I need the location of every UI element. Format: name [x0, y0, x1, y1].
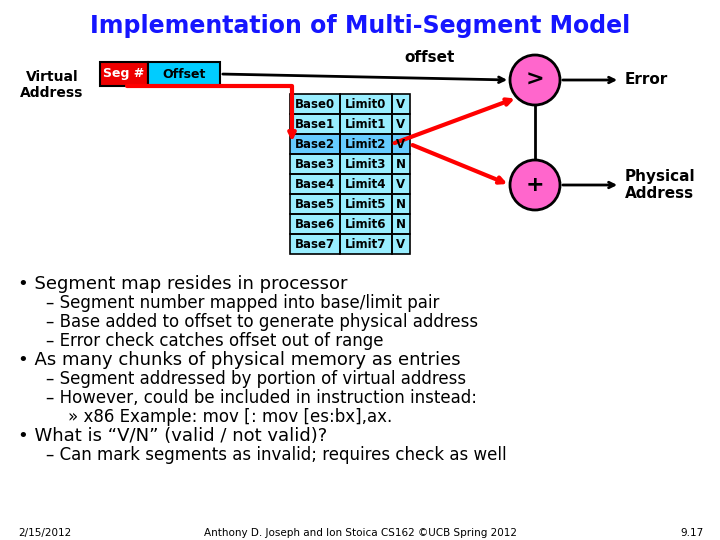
Circle shape [510, 160, 560, 210]
Text: » x86 Example: mov [: » x86 Example: mov [ [68, 408, 251, 426]
Text: Limit2: Limit2 [346, 138, 387, 151]
Text: Offset: Offset [162, 68, 206, 80]
Text: – Base added to offset to generate physical address: – Base added to offset to generate physi… [46, 313, 478, 331]
FancyBboxPatch shape [100, 62, 148, 86]
Text: Base6: Base6 [295, 218, 335, 231]
Text: V: V [397, 178, 405, 191]
Text: – Error check catches offset out of range: – Error check catches offset out of rang… [46, 332, 384, 350]
Text: N: N [396, 158, 406, 171]
Text: Implementation of Multi-Segment Model: Implementation of Multi-Segment Model [90, 14, 630, 38]
Circle shape [510, 55, 560, 105]
FancyBboxPatch shape [290, 194, 410, 214]
Text: V: V [397, 118, 405, 131]
FancyBboxPatch shape [290, 134, 410, 154]
Text: Base0: Base0 [295, 98, 335, 111]
Text: +: + [526, 175, 544, 195]
Text: Base3: Base3 [295, 158, 335, 171]
Text: Limit5: Limit5 [346, 198, 387, 211]
Text: Physical
Address: Physical Address [625, 169, 696, 201]
Text: offset: offset [405, 51, 455, 65]
FancyBboxPatch shape [290, 234, 410, 254]
FancyBboxPatch shape [290, 94, 410, 114]
Text: Virtual
Address: Virtual Address [20, 70, 84, 100]
Text: Base2: Base2 [295, 138, 335, 151]
Text: N: N [396, 198, 406, 211]
Text: Seg #: Seg # [104, 68, 145, 80]
Text: Limit4: Limit4 [346, 178, 387, 191]
Text: – Segment number mapped into base/limit pair: – Segment number mapped into base/limit … [46, 294, 439, 312]
Text: V: V [397, 138, 405, 151]
Text: 9.17: 9.17 [680, 528, 704, 538]
Text: – However, could be included in instruction instead:: – However, could be included in instruct… [46, 389, 477, 407]
FancyBboxPatch shape [290, 114, 410, 134]
Text: N: N [396, 218, 406, 231]
Text: Anthony D. Joseph and Ion Stoica CS162 ©UCB Spring 2012: Anthony D. Joseph and Ion Stoica CS162 ©… [204, 528, 516, 538]
Text: V: V [397, 238, 405, 251]
Text: Limit1: Limit1 [346, 118, 387, 131]
Text: Base1: Base1 [295, 118, 335, 131]
FancyBboxPatch shape [290, 214, 410, 234]
Text: 2/15/2012: 2/15/2012 [18, 528, 71, 538]
Text: • As many chunks of physical memory as entries: • As many chunks of physical memory as e… [18, 351, 461, 369]
Text: Limit0: Limit0 [346, 98, 387, 111]
FancyBboxPatch shape [290, 154, 410, 174]
Text: Base4: Base4 [295, 178, 335, 191]
Text: • Segment map resides in processor: • Segment map resides in processor [18, 275, 348, 293]
Text: Base7: Base7 [295, 238, 335, 251]
Text: Error: Error [625, 72, 668, 87]
Text: – Can mark segments as invalid; requires check as well: – Can mark segments as invalid; requires… [46, 446, 507, 464]
Text: Base5: Base5 [295, 198, 335, 211]
Text: V: V [397, 98, 405, 111]
Text: – Segment addressed by portion of virtual address: – Segment addressed by portion of virtua… [46, 370, 466, 388]
Text: >: > [526, 70, 544, 90]
Text: Limit6: Limit6 [346, 218, 387, 231]
Text: Limit7: Limit7 [346, 238, 387, 251]
Text: Limit3: Limit3 [346, 158, 387, 171]
Text: : mov [es:bx],ax.: : mov [es:bx],ax. [251, 408, 392, 426]
FancyBboxPatch shape [148, 62, 220, 86]
FancyBboxPatch shape [290, 174, 410, 194]
Text: • What is “V/N” (valid / not valid)?: • What is “V/N” (valid / not valid)? [18, 427, 328, 445]
